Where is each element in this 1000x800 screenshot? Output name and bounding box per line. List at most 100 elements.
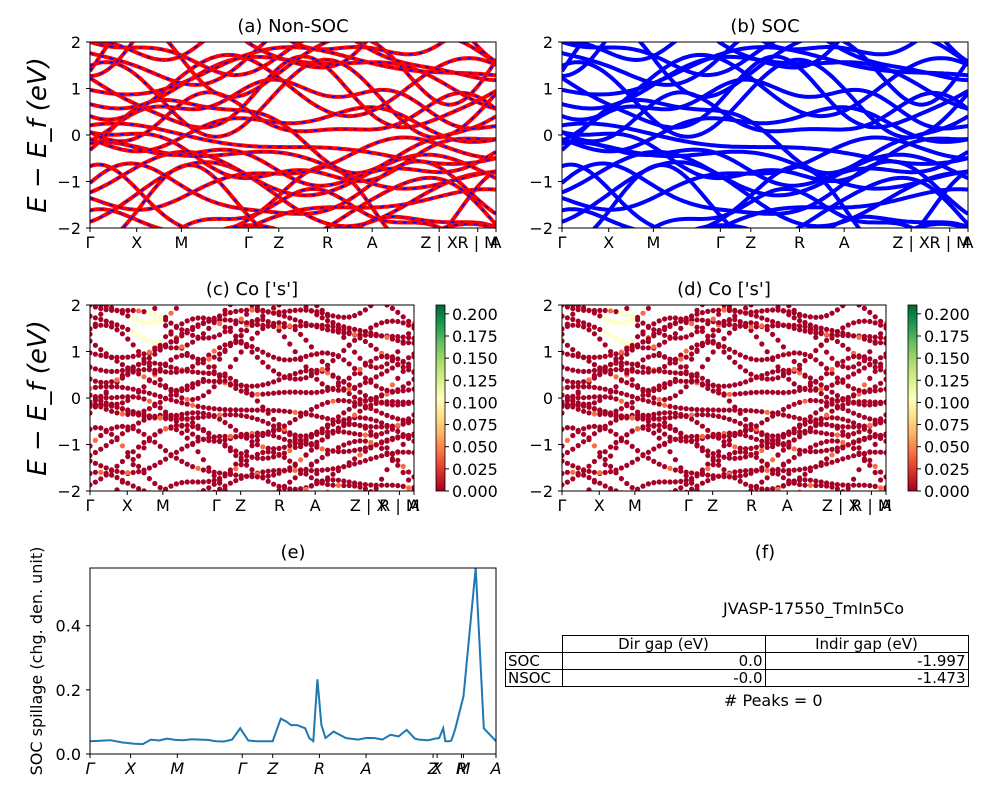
proj-point (807, 353, 814, 359)
band-line (562, 162, 968, 228)
proj-point (271, 320, 277, 326)
proj-point (651, 352, 657, 359)
panel-a-ytick-label: −2 (57, 219, 81, 238)
proj-point (797, 362, 803, 368)
proj-point (672, 436, 679, 442)
proj-point (119, 411, 125, 417)
proj-point (564, 342, 571, 348)
proj-point (260, 432, 266, 438)
proj-point (163, 369, 169, 375)
proj-point (249, 349, 255, 355)
proj-point (759, 438, 765, 444)
proj-point (678, 325, 684, 331)
proj-point (678, 318, 684, 324)
proj-point (562, 326, 565, 332)
proj-point (867, 457, 873, 463)
proj-point (325, 429, 331, 435)
proj-point (255, 500, 260, 505)
proj-point (325, 370, 331, 376)
proj-point (389, 365, 395, 371)
proj-point (867, 361, 873, 367)
proj-point (883, 521, 888, 526)
proj-point (651, 430, 657, 436)
table-corner (506, 636, 563, 653)
proj-point (824, 403, 830, 409)
proj-point (581, 439, 587, 445)
proj-point (325, 311, 331, 317)
panel-c-xtick-label: Γ (86, 496, 95, 515)
proj-point (813, 334, 819, 340)
proj-point (330, 358, 336, 364)
proj-point (786, 458, 792, 464)
proj-point (406, 449, 412, 455)
band-line (562, 77, 968, 143)
proj-point (190, 363, 196, 370)
proj-point (98, 503, 103, 508)
proj-point (791, 437, 797, 443)
dir-gap-value: 0.0 (561, 652, 766, 670)
proj-point (211, 384, 217, 390)
proj-point (575, 465, 581, 471)
proj-point (878, 518, 883, 523)
row-label: SOC (505, 652, 563, 670)
band-line-dash (90, 106, 496, 153)
proj-point (791, 414, 797, 420)
proj-point (319, 366, 325, 372)
proj-point (195, 499, 200, 504)
proj-point (586, 307, 592, 313)
proj-point (840, 439, 846, 445)
proj-point (303, 441, 309, 447)
proj-point (683, 348, 689, 354)
proj-point (379, 300, 384, 305)
proj-point (662, 502, 667, 507)
proj-point (406, 518, 411, 523)
proj-point (173, 449, 179, 455)
proj-point (764, 432, 770, 438)
proj-point (640, 413, 646, 420)
proj-point (298, 410, 304, 416)
proj-point (786, 431, 792, 437)
proj-point (564, 384, 571, 390)
proj-point (384, 450, 390, 456)
proj-point (856, 334, 862, 340)
proj-point (764, 409, 770, 415)
proj-point (287, 409, 293, 415)
proj-point (379, 400, 385, 406)
proj-point (780, 483, 787, 489)
proj-point (608, 394, 614, 401)
proj-point (298, 438, 304, 444)
proj-point (575, 400, 581, 406)
panel-c-bands (90, 300, 414, 523)
proj-point (98, 305, 104, 308)
proj-point (308, 441, 314, 447)
proj-point (586, 368, 592, 374)
proj-point (608, 367, 614, 373)
proj-point (184, 387, 190, 393)
proj-point (157, 361, 163, 367)
proj-point (357, 431, 363, 438)
proj-point (362, 403, 368, 409)
proj-point (597, 424, 603, 430)
proj-point (276, 451, 282, 457)
panel-a-xtick-label: Z (273, 233, 284, 252)
proj-point (179, 368, 185, 374)
proj-point (570, 432, 576, 439)
proj-point (90, 482, 93, 488)
panel-e-xtick-label: Γ (86, 759, 96, 778)
proj-point (330, 477, 336, 483)
proj-point (206, 411, 212, 418)
proj-point (368, 416, 374, 422)
proj-point (103, 383, 109, 390)
proj-point (856, 368, 862, 374)
proj-point (813, 386, 819, 392)
proj-point (179, 458, 185, 464)
proj-point (829, 408, 835, 414)
proj-point (195, 438, 201, 444)
proj-point (130, 342, 136, 348)
band-line (90, 42, 496, 78)
proj-point (834, 415, 841, 421)
proj-point (308, 447, 314, 453)
proj-point (103, 368, 109, 374)
proj-point (400, 441, 406, 447)
proj-point (411, 418, 414, 424)
